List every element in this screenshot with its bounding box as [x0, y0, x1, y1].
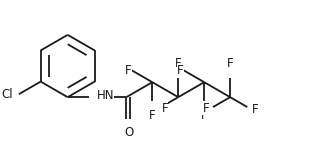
Text: F: F [161, 102, 168, 115]
Text: F: F [177, 64, 184, 77]
Text: F: F [175, 57, 182, 70]
Text: F: F [149, 109, 156, 122]
Text: F: F [203, 102, 209, 115]
Text: HN: HN [96, 89, 114, 102]
Text: F: F [125, 64, 132, 77]
Text: F: F [227, 57, 233, 70]
Text: F: F [201, 109, 208, 122]
Text: O: O [124, 126, 133, 139]
Text: Cl: Cl [2, 88, 14, 101]
Text: F: F [252, 103, 258, 116]
